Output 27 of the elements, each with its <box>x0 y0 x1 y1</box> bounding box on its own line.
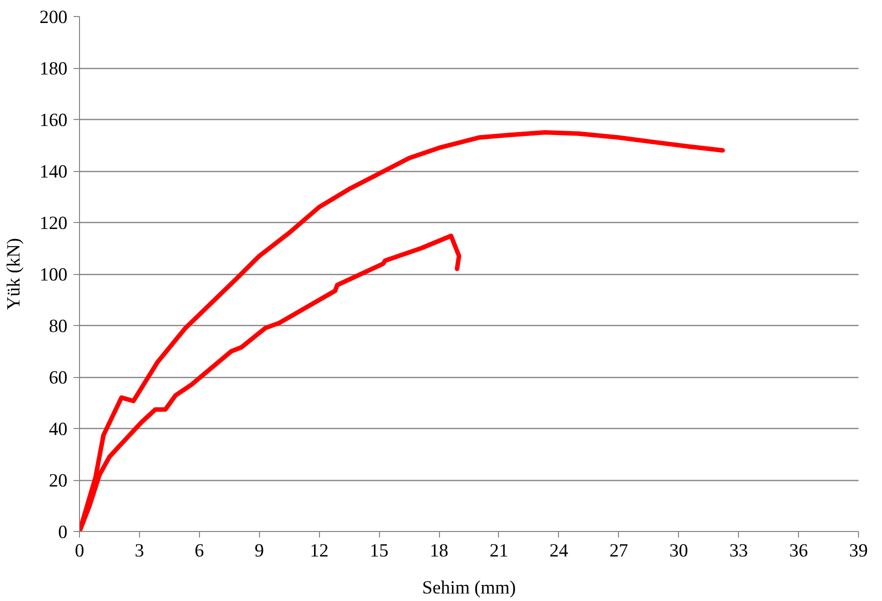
x-tick-label: 3 <box>134 540 144 562</box>
x-tick-label: 12 <box>310 540 329 562</box>
x-tick-label: 18 <box>430 540 448 562</box>
x-tick-label: 15 <box>370 540 388 562</box>
y-tick-label: 60 <box>48 368 68 388</box>
x-axis-title: Sehim (mm) <box>422 578 516 598</box>
y-tick-label: 200 <box>40 7 68 28</box>
y-tick-label: 20 <box>48 470 68 492</box>
x-tick-label: 0 <box>74 540 84 562</box>
x-tick-label: 24 <box>550 540 569 562</box>
x-tick-label: 33 <box>729 540 748 562</box>
x-tick-label: 21 <box>490 540 508 562</box>
y-tick-label: 80 <box>48 316 68 337</box>
x-tick-label: 30 <box>669 540 688 562</box>
x-tick-label: 36 <box>789 540 808 562</box>
x-tick-label: 27 <box>609 540 628 562</box>
y-tick-label: 140 <box>40 162 68 182</box>
x-tick-label: 9 <box>254 540 264 562</box>
y-tick-label: 100 <box>40 264 68 286</box>
y-axis-title: Yük (kN) <box>4 238 25 310</box>
x-tick-label: 39 <box>849 540 868 562</box>
y-tick-label: 160 <box>40 110 68 131</box>
x-tick-label: 6 <box>194 540 204 562</box>
y-tick-label: 180 <box>40 58 68 80</box>
y-tick-label: 40 <box>48 419 68 440</box>
y-tick-label: 0 <box>58 522 68 543</box>
y-tick-label: 120 <box>40 213 68 234</box>
